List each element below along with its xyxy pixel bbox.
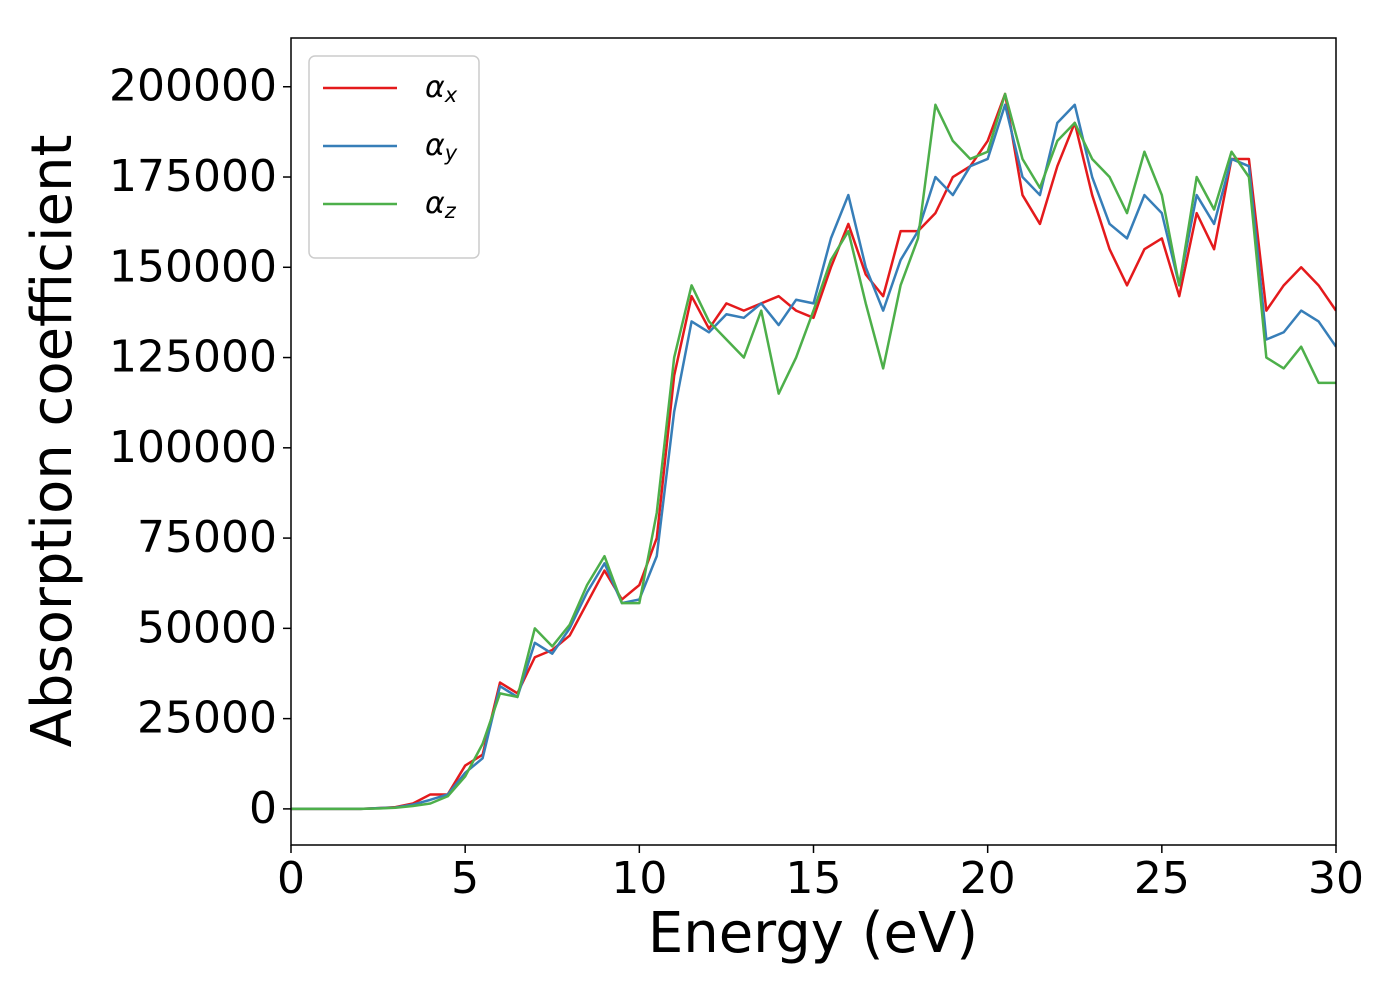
series-line: [291, 103, 1336, 811]
x-tick-label: 15: [786, 853, 842, 904]
series-line: [291, 92, 1336, 811]
x-tick-label: 5: [451, 853, 479, 904]
y-tick-label: 0: [249, 783, 277, 834]
x-tick-label: 30: [1308, 853, 1364, 904]
legend-label: αy: [425, 128, 458, 166]
y-tick-label: 150000: [109, 241, 277, 292]
series-line: [291, 92, 1336, 811]
x-tick-label: 10: [611, 853, 667, 904]
y-tick-label: 125000: [109, 332, 277, 383]
y-tick-label: 25000: [137, 693, 277, 744]
x-tick-label: 20: [960, 853, 1016, 904]
y-tick-label: 200000: [109, 61, 277, 112]
y-axis-label: Absorption coefficient: [20, 135, 85, 748]
y-tick-label: 175000: [109, 151, 277, 202]
x-tick-label: 25: [1134, 853, 1190, 904]
y-tick-label: 100000: [109, 422, 277, 473]
y-tick-label: 75000: [137, 512, 277, 563]
plot-frame: [290, 37, 1337, 846]
legend-label: αz: [425, 186, 457, 224]
legend-box: [308, 55, 480, 259]
x-tick-label: 0: [277, 853, 305, 904]
x-axis-label: Energy (eV): [648, 901, 978, 966]
legend-label: αx: [425, 70, 458, 108]
y-tick-label: 50000: [137, 602, 277, 653]
